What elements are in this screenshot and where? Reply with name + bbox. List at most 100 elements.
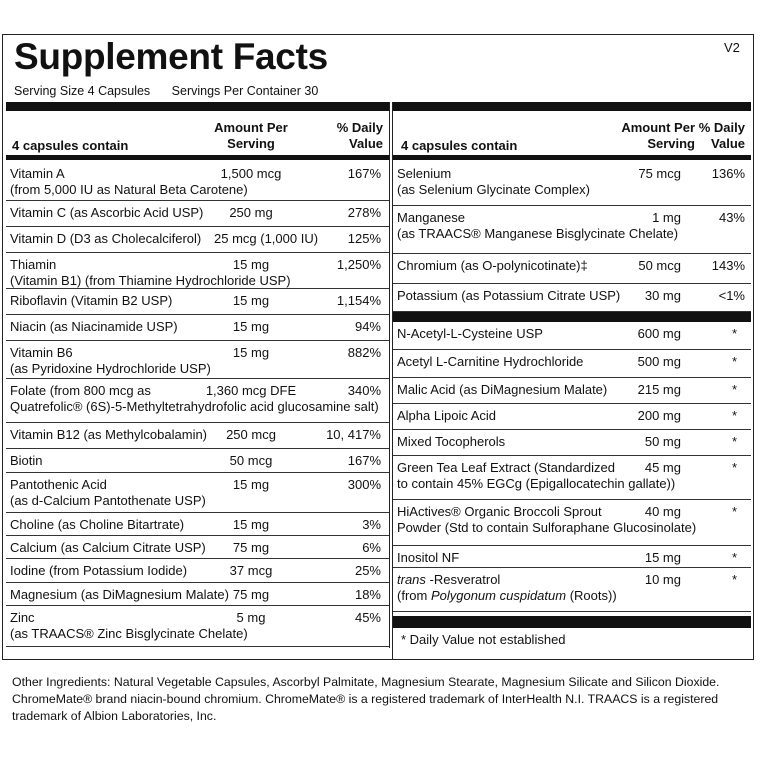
amount-per-serving: 30 mg <box>644 288 681 303</box>
nutrient-name: Alpha Lipoic Acid <box>397 408 496 424</box>
nutrient-row: trans -Resveratrol (from Polygonum cuspid… <box>393 568 751 612</box>
nutrient-name: Manganese (as TRAACS® Manganese Bisglycin… <box>397 210 678 242</box>
daily-value: * <box>731 550 737 565</box>
daily-value: 882% <box>347 345 381 360</box>
daily-value: * <box>731 326 737 341</box>
nutrient-name-line: Quatrefolic® (6S)-5-Methyltetrahydrofoli… <box>10 399 379 414</box>
serving-info: Serving Size 4 Capsules Servings Per Con… <box>14 84 336 98</box>
nutrient-name: Vitamin B12 (as Methylcobalamin) <box>10 427 207 443</box>
nutrient-name-line: (as TRAACS® Zinc Bisglycinate Chelate) <box>10 626 248 641</box>
nutrient-name: Riboflavin (Vitamin B2 USP) <box>10 293 172 309</box>
nutrient-name: Green Tea Leaf Extract (Standardized to c… <box>397 460 675 492</box>
nutrient-name-line: Biotin <box>10 453 43 468</box>
daily-value: 143% <box>711 258 745 273</box>
amount-per-serving: 50 mcg <box>229 453 273 468</box>
daily-value: 1,154% <box>336 293 381 308</box>
nutrient-name-line: Riboflavin (Vitamin B2 USP) <box>10 293 173 308</box>
thick-divider <box>393 102 751 111</box>
nutrient-name-line: N-Acetyl-L-Cysteine USP <box>397 326 543 341</box>
amount-per-serving: 215 mg <box>637 382 681 397</box>
nutrient-name: Chromium (as O-polynicotinate)‡ <box>397 258 588 274</box>
servings-per-container: Servings Per Container 30 <box>171 84 319 98</box>
daily-value: 278% <box>347 205 381 220</box>
other-ingredients: Other Ingredients: Natural Vegetable Cap… <box>12 675 720 723</box>
nutrient-row: Magnesium (as DiMagnesium Malate) 75 mg 18… <box>6 583 389 606</box>
nutrient-row: Thiamin (Vitamin B1) (from Thiamine Hydro… <box>6 253 389 289</box>
nutrient-name-line: (as d-Calcium Pantothenate USP) <box>10 493 206 508</box>
nutrient-name-line: Niacin (as Niacinamide USP) <box>10 319 178 334</box>
header-dv-line: Value <box>349 136 383 151</box>
nutrient-name-line: (as Pyridoxine Hydrochloride USP) <box>10 361 211 376</box>
nutrient-name-line: Chromium (as O-polynicotinate)‡ <box>397 258 588 273</box>
page-title: Supplement Facts <box>14 36 328 77</box>
nutrient-name: Vitamin B6 (as Pyridoxine Hydrochloride U… <box>10 345 211 377</box>
nutrient-row: Zinc (as TRAACS® Zinc Bisglycinate Chelat… <box>6 606 389 647</box>
nutrient-name: Selenium (as Selenium Glycinate Complex) <box>397 166 590 198</box>
nutrient-name-line: Zinc <box>10 610 35 625</box>
nutrient-name: Acetyl L-Carnitine Hydrochloride <box>397 354 583 370</box>
name-segment: (from <box>397 588 431 603</box>
daily-value: 45% <box>354 610 381 625</box>
nutrient-name-line: Vitamin B12 (as Methylcobalamin) <box>10 427 208 442</box>
name-segment: (Roots)) <box>566 588 617 603</box>
nutrient-name: Magnesium (as DiMagnesium Malate) <box>10 587 229 603</box>
nutrient-row: Acetyl L-Carnitine Hydrochloride 500 mg * <box>393 350 751 378</box>
nutrient-name-line: Iodine (from Potassium Iodide) <box>10 563 188 578</box>
daily-value: * <box>731 460 737 475</box>
nutrient-row: Chromium (as O-polynicotinate)‡ 50 mcg 143… <box>393 254 751 284</box>
amount-per-serving: 1,360 mcg DFE <box>205 383 297 398</box>
version-label: V2 <box>724 40 740 55</box>
daily-value: 125% <box>347 231 381 246</box>
amount-per-serving: 75 mg <box>232 587 270 602</box>
nutrient-name-line: Alpha Lipoic Acid <box>397 408 497 423</box>
nutrient-row: Pantothenic Acid (as d-Calcium Pantothena… <box>6 473 389 513</box>
header-amount-line: Amount Per <box>214 120 288 135</box>
nutrient-name-line: Pantothenic Acid <box>10 477 107 492</box>
nutrient-row: Selenium (as Selenium Glycinate Complex) 7… <box>393 162 751 206</box>
nutrient-name: Inositol NF <box>397 550 459 566</box>
nutrient-name: Thiamin (Vitamin B1) (from Thiamine Hydro… <box>10 257 291 289</box>
daily-value: 136% <box>711 166 745 181</box>
nutrient-name: Malic Acid (as DiMagnesium Malate) <box>397 382 607 398</box>
nutrient-name-line: Vitamin B6 <box>10 345 73 360</box>
nutrient-row: Alpha Lipoic Acid 200 mg * <box>393 404 751 430</box>
header-amount: Amount Per Serving <box>613 120 695 152</box>
header-dv: % Daily Value <box>337 120 383 152</box>
thick-divider <box>393 616 751 628</box>
amount-per-serving: 75 mg <box>232 540 270 555</box>
amount-per-serving: 15 mg <box>644 550 681 565</box>
header-dv-line: % Daily <box>336 120 383 135</box>
daily-value: 167% <box>347 166 381 181</box>
nutrient-name-line: to contain 45% EGCg (Epigallocatechin ga… <box>397 476 676 491</box>
daily-value: * <box>731 504 737 519</box>
name-segment: -Resveratrol <box>425 572 501 587</box>
nutrient-name-line: Green Tea Leaf Extract (Standardized <box>397 460 615 475</box>
daily-value: 1,250% <box>336 257 381 272</box>
nutrient-name-line: (Vitamin B1) (from Thiamine Hydrochlorid… <box>10 273 291 288</box>
nutrient-row: Vitamin D (D3 as Cholecalciferol) 25 mcg … <box>6 227 389 253</box>
nutrient-row: Green Tea Leaf Extract (Standardized to c… <box>393 456 751 500</box>
daily-value: * <box>731 408 737 423</box>
nutrient-name-line: (from 5,000 IU as Natural Beta Carotene) <box>10 182 248 197</box>
right-column: 4 capsules contain Amount Per Serving % … <box>392 102 751 660</box>
daily-value: 340% <box>347 383 381 398</box>
nutrient-name-line: Acetyl L-Carnitine Hydrochloride <box>397 354 584 369</box>
daily-value: * <box>731 382 737 397</box>
header-amount-line: Serving <box>647 136 695 151</box>
nutrient-name-line: Malic Acid (as DiMagnesium Malate) <box>397 382 608 397</box>
footnote: * Daily Value not established <box>401 632 566 647</box>
nutrient-name-line: Calcium (as Calcium Citrate USP) <box>10 540 206 555</box>
header-amount: Amount Per Serving <box>196 120 306 152</box>
nutrient-name: Pantothenic Acid (as d-Calcium Pantothena… <box>10 477 206 509</box>
nutrient-name-line: HiActives® Organic Broccoli Sprout <box>397 504 602 519</box>
amount-per-serving: 200 mg <box>637 408 681 423</box>
amount-per-serving: 50 mg <box>644 434 681 449</box>
daily-value: 300% <box>347 477 381 492</box>
nutrient-row: Niacin (as Niacinamide USP) 15 mg 94% <box>6 315 389 341</box>
header-dv: % Daily Value <box>699 120 745 152</box>
nutrient-name: Vitamin C (as Ascorbic Acid USP) <box>10 205 203 221</box>
nutrient-name-line: Folate (from 800 mcg as <box>10 383 151 398</box>
nutrient-name: Choline (as Choline Bitartrate) <box>10 517 184 533</box>
amount-per-serving: 1 mg <box>652 210 681 225</box>
